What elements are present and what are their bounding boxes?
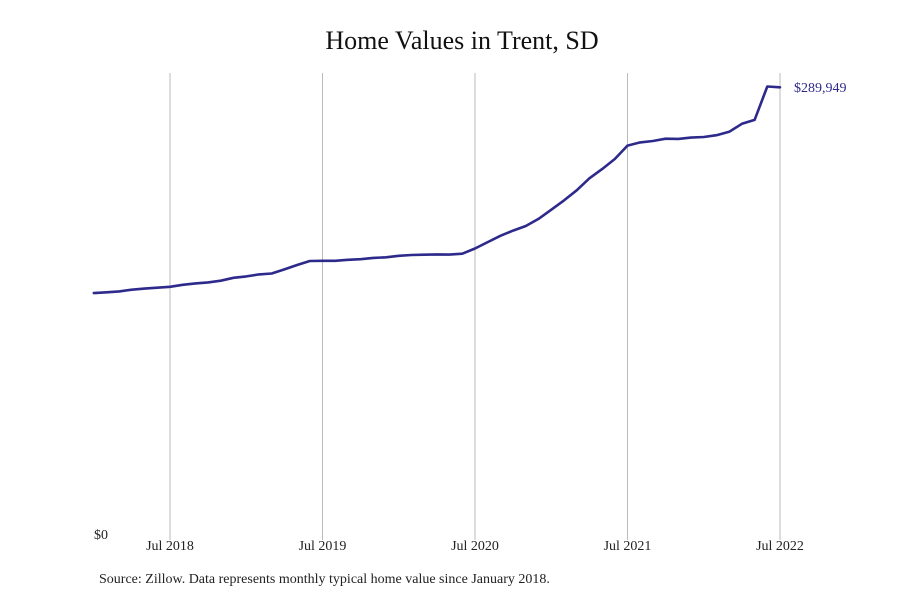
x-tick-label: Jul 2020 [451, 539, 499, 554]
end-value-label: $289,949 [794, 81, 847, 96]
x-tick-label: Jul 2021 [604, 539, 652, 554]
series-line [92, 85, 782, 295]
x-axis-ticks: Jul 2018 Jul 2019 Jul 2020 Jul 2021 Jul 2022 [146, 539, 804, 554]
series-line-group: $289,949 [92, 81, 847, 295]
gridlines [169, 73, 781, 540]
source-note: Source: Zillow. Data represents monthly … [99, 572, 550, 587]
chart-title: Home Values in Trent, SD [325, 26, 599, 55]
x-tick-label: Jul 2019 [299, 539, 347, 554]
x-tick-label: Jul 2018 [146, 539, 194, 554]
x-tick-label: Jul 2022 [756, 539, 804, 554]
y-axis-zero-label: $0 [94, 528, 108, 543]
